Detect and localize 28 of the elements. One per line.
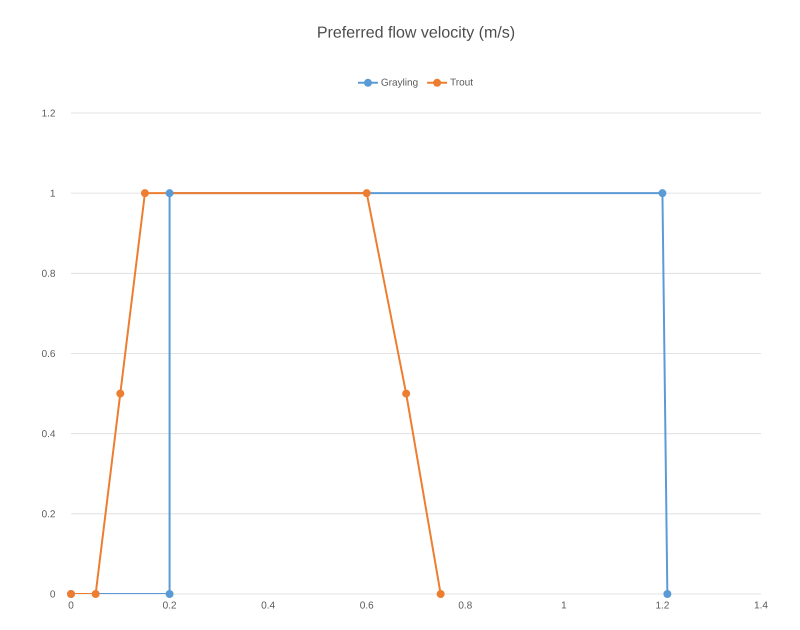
legend-label: Trout [450,78,473,86]
x-tick-label: 0 [68,602,74,609]
point [658,189,666,198]
chart-title: Preferred flow velocity (m/s) [318,26,514,41]
x-tick-label: 0.2 [163,602,176,609]
y-tick-label: 0 [50,590,56,598]
point [166,189,174,198]
y-tick-label: 0.4 [42,430,56,438]
x-tick-label: 1.4 [754,602,768,608]
x-tick-label: 0.4 [262,602,275,609]
y-tick-label: 0.2 [42,510,55,518]
point [116,390,124,398]
x-tick-label: 1 [562,602,566,608]
point [436,590,445,598]
y-tick-label: 0.6 [42,350,56,358]
y-tick-label: 1 [50,190,55,197]
y-tick-label: 1.2 [42,110,55,116]
point [402,390,410,398]
point [140,189,149,198]
point [166,590,174,598]
y-tick-label: 0.8 [42,270,56,277]
point [92,590,100,598]
point [663,590,672,598]
legend-label: Grayling [381,78,418,88]
point [362,189,371,198]
x-tick-label: 0.8 [458,602,472,609]
x-tick-label: 1.2 [656,602,669,609]
x-tick-label: 0.6 [360,602,374,609]
